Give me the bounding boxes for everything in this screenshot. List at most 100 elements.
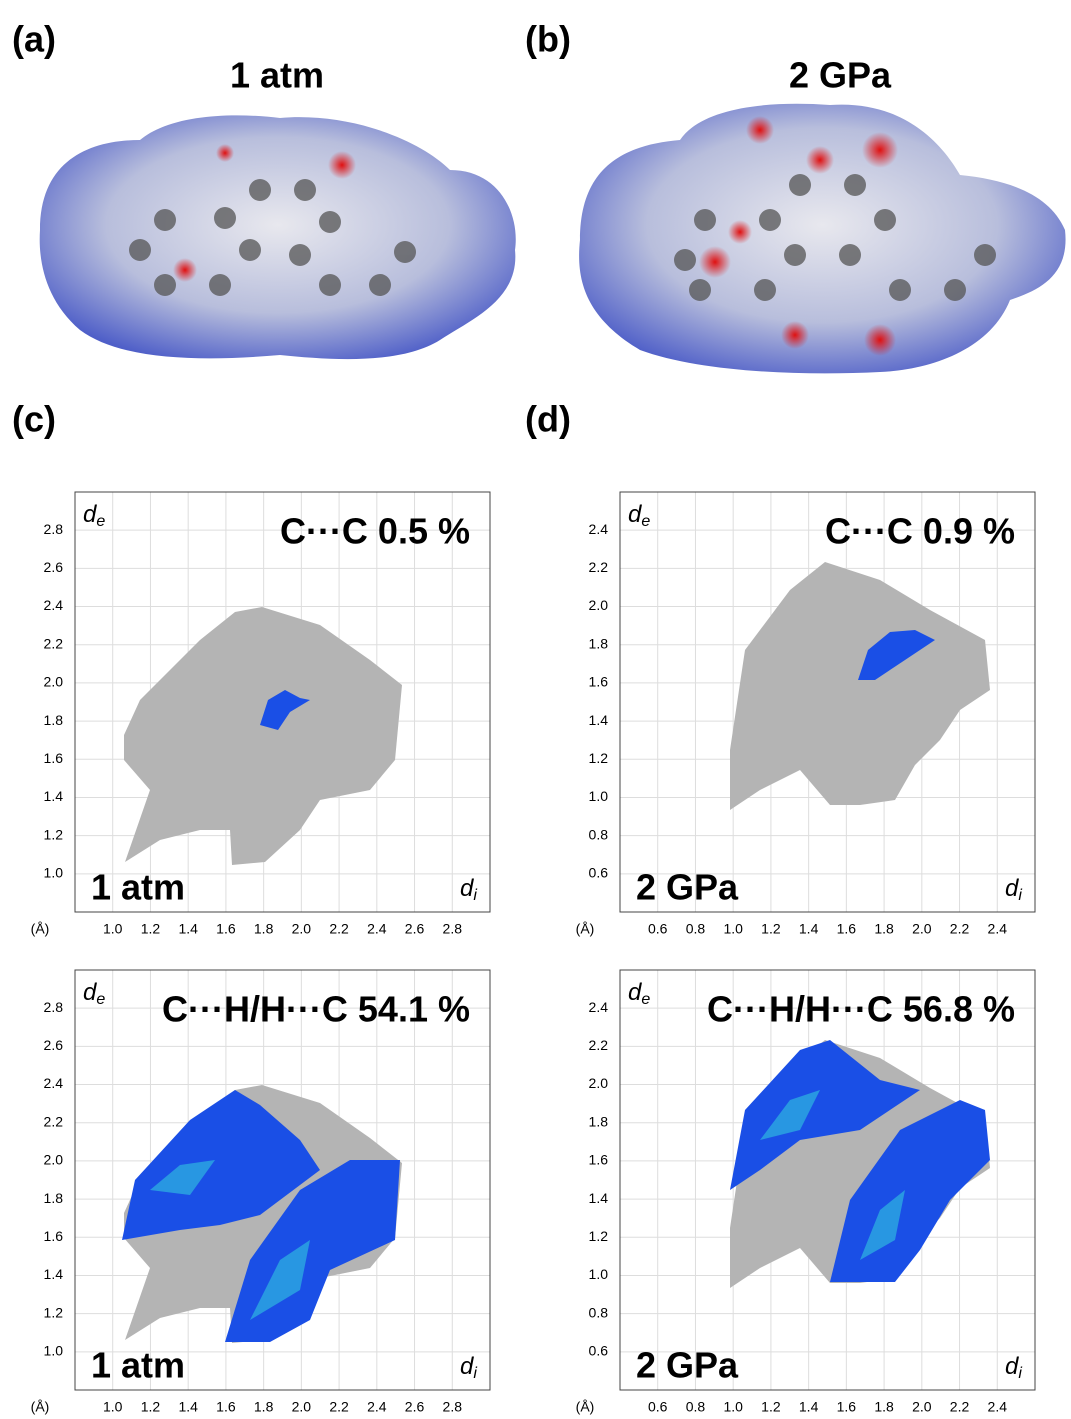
y-tick-label: 1.2 <box>44 1304 64 1320</box>
figure: (a) (b) 1 atm 2 GPa (c) (d) 1.01.21.41.6… <box>0 0 1071 1419</box>
y-axis-symbol: d <box>83 501 97 528</box>
panel-label: (a) <box>12 19 56 60</box>
x-tick-label: 1.8 <box>254 921 274 937</box>
y-tick-label: 2.4 <box>589 999 609 1015</box>
y-tick-label: 2.0 <box>589 597 609 613</box>
y-tick-label: 1.4 <box>589 712 609 728</box>
y-tick-label: 1.6 <box>589 1152 609 1168</box>
y-axis-label: de <box>628 979 650 1008</box>
x-axis-label: di <box>460 1353 477 1382</box>
condition-label: 2 GPa <box>636 1345 739 1386</box>
x-tick-label: 0.8 <box>686 1399 706 1415</box>
x-tick-label: 2.6 <box>405 921 425 937</box>
x-axis-subscript: i <box>1018 887 1022 904</box>
x-tick-label: 2.0 <box>912 921 932 937</box>
x-tick-label: 2.2 <box>329 921 349 937</box>
x-tick-label: 1.0 <box>103 1399 123 1415</box>
x-tick-label: 2.8 <box>443 1399 463 1415</box>
x-axis-symbol: d <box>1005 1353 1019 1380</box>
y-tick-label: 2.4 <box>44 597 64 613</box>
y-tick-label: 1.6 <box>589 674 609 690</box>
x-tick-label: 2.0 <box>912 1399 932 1415</box>
x-tick-label: 2.2 <box>329 1399 349 1415</box>
x-axis-label: di <box>1005 875 1022 904</box>
y-tick-label: 1.8 <box>589 1113 609 1129</box>
x-tick-label: 1.2 <box>141 1399 161 1415</box>
y-tick-label: 1.2 <box>589 750 609 766</box>
x-tick-label: 2.4 <box>367 921 387 937</box>
y-tick-label: 1.2 <box>44 826 64 842</box>
x-tick-label: 1.0 <box>723 921 743 937</box>
chart-title: C···H/H···C 56.8 % <box>707 989 1015 1030</box>
x-axis-label: di <box>1005 1353 1022 1382</box>
y-tick-label: 2.6 <box>44 1037 64 1053</box>
y-tick-label: 1.8 <box>589 635 609 651</box>
x-tick-label: 1.0 <box>723 1399 743 1415</box>
x-tick-label: 1.8 <box>874 921 894 937</box>
x-tick-label: 1.6 <box>837 921 857 937</box>
y-tick-label: 2.2 <box>589 1037 609 1053</box>
y-axis-subscript: e <box>96 513 105 530</box>
x-tick-label: 1.8 <box>254 1399 274 1415</box>
x-tick-label: 1.6 <box>216 921 236 937</box>
x-axis-label: di <box>460 875 477 904</box>
axis-unit: (Å) <box>576 921 595 937</box>
y-tick-label: 0.8 <box>589 1304 609 1320</box>
y-tick-label: 1.6 <box>44 750 64 766</box>
y-tick-label: 0.6 <box>589 1343 609 1359</box>
axis-unit: (Å) <box>31 1399 50 1415</box>
x-tick-label: 1.4 <box>178 1399 198 1415</box>
x-tick-label: 2.2 <box>950 921 970 937</box>
x-tick-label: 1.0 <box>103 921 123 937</box>
y-tick-label: 0.6 <box>589 865 609 881</box>
y-tick-label: 2.2 <box>44 1113 64 1129</box>
y-tick-label: 2.0 <box>44 1152 64 1168</box>
y-tick-label: 1.0 <box>589 788 609 804</box>
y-axis-label: de <box>83 979 105 1008</box>
panel-label: (b) <box>525 19 571 60</box>
x-tick-label: 0.6 <box>648 1399 668 1415</box>
axis-unit: (Å) <box>576 1399 595 1415</box>
y-tick-label: 1.0 <box>44 865 64 881</box>
y-axis-symbol: d <box>83 979 97 1006</box>
x-tick-label: 0.8 <box>686 921 706 937</box>
x-axis-subscript: i <box>473 887 477 904</box>
y-tick-label: 1.4 <box>44 1266 64 1282</box>
y-tick-label: 1.8 <box>44 1190 64 1206</box>
panel-label: (c) <box>12 399 56 440</box>
y-tick-label: 2.8 <box>44 521 64 537</box>
y-tick-label: 0.8 <box>589 826 609 842</box>
x-axis-subscript: i <box>1018 1365 1022 1382</box>
x-tick-label: 1.2 <box>761 921 781 937</box>
y-axis-subscript: e <box>641 513 650 530</box>
x-axis-symbol: d <box>460 875 474 902</box>
x-tick-label: 0.6 <box>648 921 668 937</box>
y-tick-label: 1.6 <box>44 1228 64 1244</box>
x-tick-label: 1.4 <box>178 921 198 937</box>
y-tick-label: 1.0 <box>589 1266 609 1282</box>
condition-label: 1 atm <box>91 867 185 908</box>
y-tick-label: 2.6 <box>44 559 64 575</box>
y-axis-label: de <box>83 501 105 530</box>
y-tick-label: 2.8 <box>44 999 64 1015</box>
x-tick-label: 2.6 <box>405 1399 425 1415</box>
y-axis-symbol: d <box>628 979 642 1006</box>
y-tick-label: 2.4 <box>44 1075 64 1091</box>
x-tick-label: 2.0 <box>292 921 312 937</box>
x-tick-label: 2.8 <box>443 921 463 937</box>
condition-label: 2 GPa <box>636 867 739 908</box>
x-tick-label: 1.4 <box>799 1399 819 1415</box>
panel-title: 1 atm <box>230 55 324 96</box>
x-tick-label: 2.4 <box>367 1399 387 1415</box>
y-axis-label: de <box>628 501 650 530</box>
y-tick-label: 1.4 <box>589 1190 609 1206</box>
y-tick-label: 2.2 <box>44 635 64 651</box>
x-tick-label: 2.4 <box>988 921 1008 937</box>
x-tick-label: 2.2 <box>950 1399 970 1415</box>
x-tick-label: 1.2 <box>761 1399 781 1415</box>
y-tick-label: 2.4 <box>589 521 609 537</box>
hirshfeld-surface <box>579 104 1065 374</box>
y-tick-label: 1.2 <box>589 1228 609 1244</box>
x-tick-label: 2.0 <box>292 1399 312 1415</box>
y-axis-subscript: e <box>641 991 650 1008</box>
